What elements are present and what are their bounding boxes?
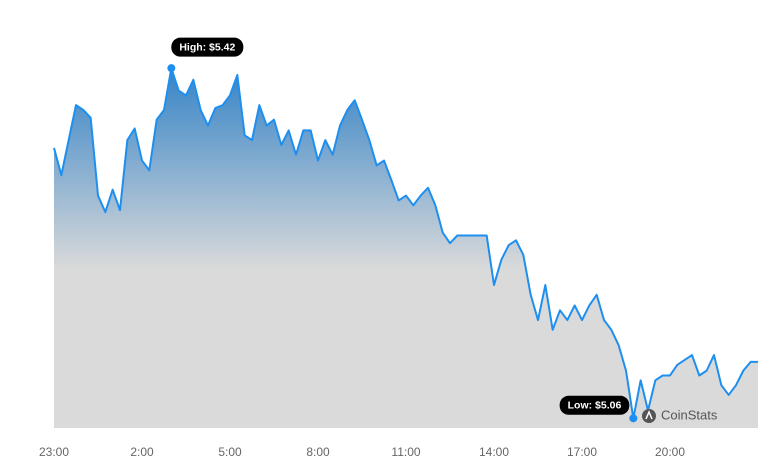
watermark-logo xyxy=(642,409,656,423)
annotation: Low: $5.06 xyxy=(559,395,630,415)
annotation-text: High: $5.42 xyxy=(179,41,235,53)
area xyxy=(54,68,758,429)
x-tick-label: 14:00 xyxy=(479,445,509,459)
x-tick-label: 20:00 xyxy=(655,445,685,459)
x-tick-label: 23:00 xyxy=(39,445,69,459)
annotation-text: Low: $5.06 xyxy=(568,400,622,412)
watermark: CoinStats xyxy=(642,407,718,423)
watermark-text: CoinStats xyxy=(661,407,718,422)
watermark-logo-mark xyxy=(645,410,653,420)
x-tick-label: 11:00 xyxy=(391,445,420,459)
annotation: High: $5.42 xyxy=(171,37,244,57)
x-tick-label: 17:00 xyxy=(567,445,597,459)
x-tick-label: 5:00 xyxy=(218,445,242,459)
annotation-box xyxy=(171,37,244,57)
low-marker xyxy=(629,414,638,423)
high-marker xyxy=(167,64,176,73)
annotation-box xyxy=(559,395,630,415)
x-tick-label: 2:00 xyxy=(130,445,154,459)
x-tick-label: 8:00 xyxy=(306,445,330,459)
